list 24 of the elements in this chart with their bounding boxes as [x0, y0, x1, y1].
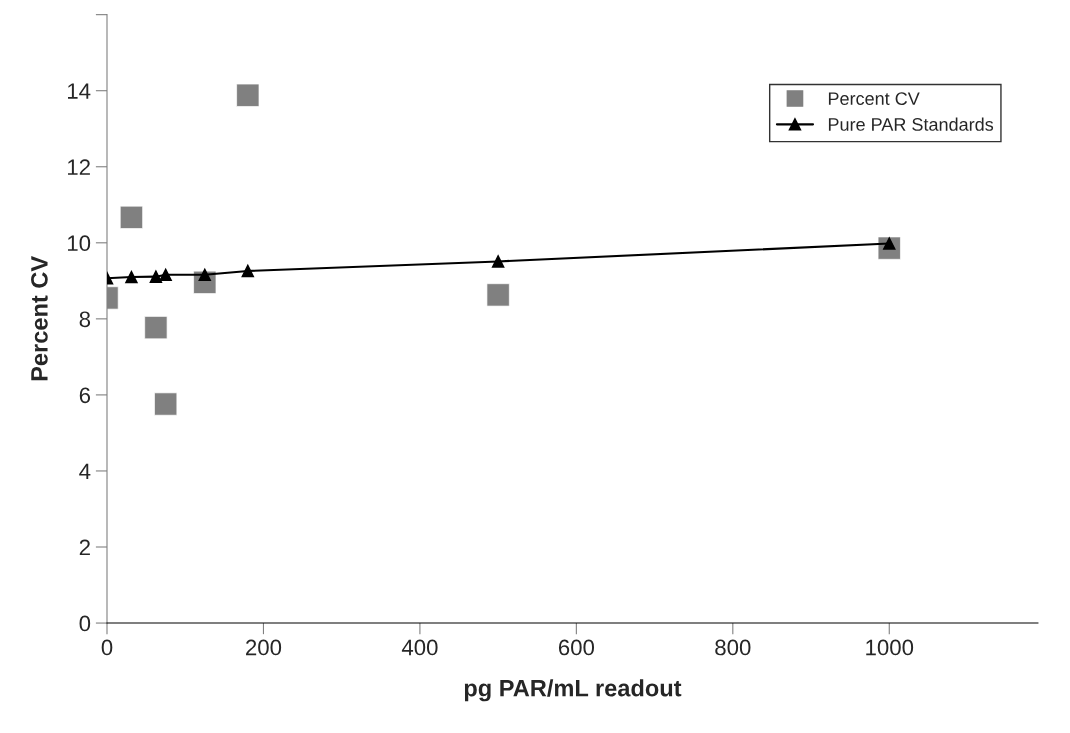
- legend-label: Pure PAR Standards: [828, 117, 994, 131]
- point: [125, 270, 138, 284]
- x-tick-label: 600: [558, 639, 595, 656]
- x-axis-title: pg PAR/mL readout: [464, 679, 682, 702]
- y-axis-title: Percent CV: [31, 256, 48, 381]
- point: [491, 255, 505, 268]
- y-tick-label: 2: [79, 539, 90, 556]
- x-tick-label: 800: [715, 639, 751, 656]
- point: [159, 268, 172, 281]
- y-tick-label: 10: [68, 235, 91, 252]
- x-tick-label: 200: [246, 639, 282, 656]
- y-tick-label: 14: [68, 83, 91, 99]
- legend-label: Percent CV: [828, 92, 920, 106]
- y-tick-label: 8: [79, 311, 91, 328]
- y-tick-label: 0: [79, 615, 91, 632]
- point: [241, 264, 255, 278]
- x-tick-label: 0: [101, 639, 113, 656]
- x-tick-label: 1000: [866, 639, 914, 656]
- point: [198, 268, 212, 281]
- y-tick-label: 4: [79, 463, 91, 479]
- x-tick-label: 400: [401, 639, 438, 656]
- point: [149, 270, 163, 283]
- y-tick-label: 6: [79, 387, 91, 404]
- y-tick-label: 12: [68, 159, 90, 175]
